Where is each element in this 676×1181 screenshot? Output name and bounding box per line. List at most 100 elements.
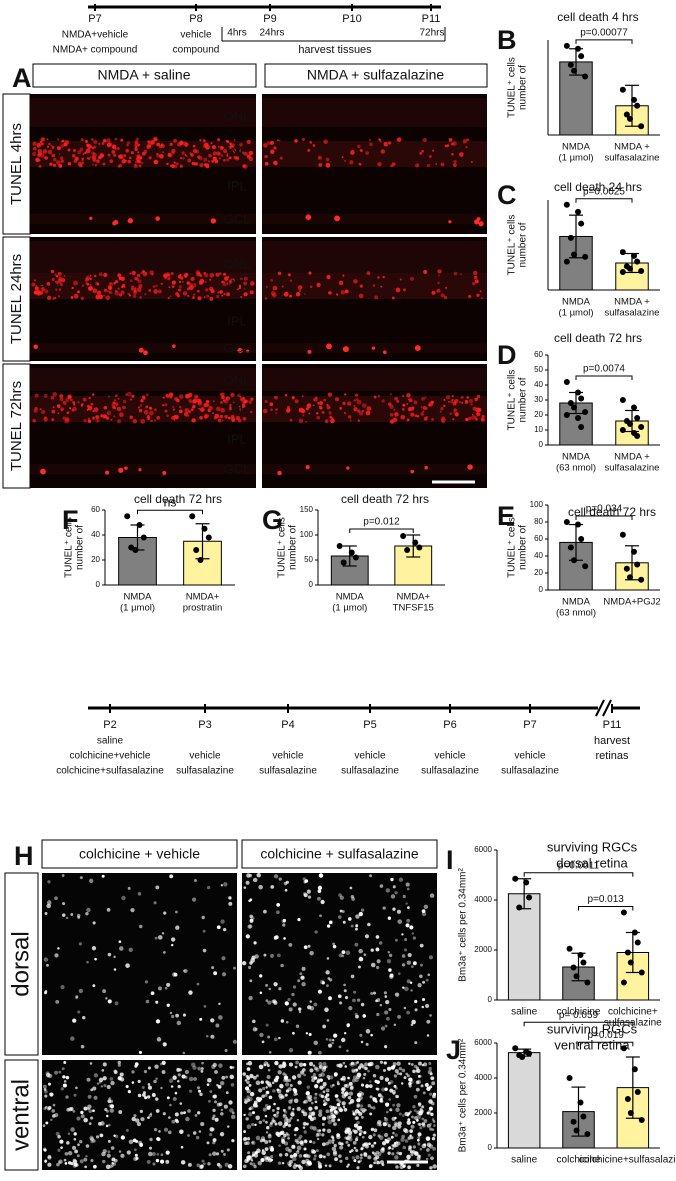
tunel-cell bbox=[342, 401, 346, 405]
tunel-cell bbox=[228, 403, 232, 407]
tunel-cell bbox=[151, 141, 154, 145]
rgc-cell bbox=[230, 1083, 235, 1087]
rgc-cell bbox=[150, 991, 155, 996]
tunel-cell bbox=[359, 284, 363, 288]
tunel-cell bbox=[458, 401, 461, 404]
data-point bbox=[634, 1089, 641, 1095]
tunel-cell bbox=[424, 465, 428, 470]
rgc-cell bbox=[401, 1068, 406, 1073]
rgc-cell bbox=[327, 1043, 333, 1048]
tunel-cell bbox=[168, 392, 174, 398]
rgc-cell bbox=[225, 1075, 229, 1079]
rgc-cell bbox=[349, 1086, 354, 1091]
rgc-cell bbox=[220, 1108, 224, 1112]
tunel-cell bbox=[382, 350, 387, 355]
rgc-cell bbox=[73, 1093, 77, 1097]
rgc-cell bbox=[92, 984, 96, 988]
tunel-cell bbox=[316, 282, 321, 288]
rgc-cell bbox=[392, 1062, 397, 1067]
rgc-cell bbox=[416, 1119, 419, 1122]
tunel-cell bbox=[174, 397, 179, 401]
y-axis-label: TUNEL⁺ cells bbox=[507, 215, 518, 276]
rgc-cell bbox=[302, 892, 307, 896]
rgc-cell bbox=[421, 1105, 425, 1109]
rgc-cell bbox=[83, 1157, 88, 1162]
rgc-cell bbox=[45, 1105, 48, 1109]
tunel-cell bbox=[226, 292, 230, 297]
x-tick-label: (1 µmol) bbox=[558, 308, 593, 319]
tunel-cell bbox=[148, 140, 152, 144]
rgc-cell bbox=[375, 947, 380, 952]
tunel-cell bbox=[103, 405, 108, 410]
tunel-cell bbox=[233, 139, 236, 141]
rgc-cell bbox=[333, 1108, 336, 1111]
rgc-cell bbox=[405, 1072, 409, 1076]
rgc-cell bbox=[69, 1107, 74, 1111]
tunel-cell bbox=[187, 295, 190, 298]
rgc-cell bbox=[265, 1023, 269, 1027]
rgc-cell bbox=[395, 1107, 400, 1113]
rgc-cell bbox=[258, 1088, 263, 1093]
rgc-cell bbox=[249, 961, 253, 965]
rgc-cell bbox=[253, 941, 257, 945]
rgc-cell bbox=[197, 1066, 202, 1071]
rgc-cell bbox=[317, 1160, 320, 1164]
rgc-cell bbox=[315, 1067, 320, 1072]
rgc-cell bbox=[63, 1060, 67, 1064]
rgc-cell bbox=[295, 1024, 300, 1028]
tunel-cell bbox=[182, 141, 188, 147]
tunel-cell bbox=[176, 142, 182, 147]
chart-title: cell death 72 hrs bbox=[134, 492, 222, 506]
rgc-cell bbox=[261, 1094, 265, 1099]
rgc-cell bbox=[253, 1165, 257, 1169]
day-label: P11 bbox=[422, 13, 441, 25]
tunel-cell bbox=[415, 163, 420, 168]
rgc-cell bbox=[215, 1023, 220, 1028]
tunel-cell bbox=[109, 159, 114, 164]
rgc-cell bbox=[135, 1156, 139, 1161]
tunel-cell bbox=[202, 144, 207, 149]
rgc-cell bbox=[200, 1122, 205, 1127]
rgc-cell bbox=[429, 1014, 432, 1017]
rgc-cell bbox=[196, 1163, 200, 1168]
rgc-cell bbox=[160, 1159, 165, 1164]
tunel-cell bbox=[85, 275, 91, 281]
rgc-cell bbox=[98, 1080, 102, 1084]
rgc-cell bbox=[353, 1061, 358, 1066]
rgc-cell bbox=[410, 1063, 414, 1066]
rgc-cell bbox=[418, 1074, 422, 1078]
rgc-cell bbox=[43, 1088, 47, 1091]
rgc-cell bbox=[338, 953, 343, 958]
tunel-cell bbox=[272, 285, 278, 291]
rgc-cell bbox=[397, 1015, 401, 1019]
rgc-cell bbox=[301, 966, 306, 971]
y-tick-label: 80 bbox=[534, 517, 543, 526]
rgc-cell bbox=[298, 1010, 302, 1014]
rgc-cell bbox=[381, 1087, 386, 1092]
tunel-cell bbox=[32, 146, 37, 151]
rgc-cell bbox=[387, 1124, 391, 1128]
rgc-cell bbox=[322, 1090, 326, 1094]
rgc-cell bbox=[199, 1165, 204, 1170]
rgc-cell bbox=[172, 1096, 177, 1102]
rgc-cell bbox=[351, 1068, 356, 1073]
rgc-cell bbox=[342, 920, 346, 924]
tunel-cell bbox=[462, 139, 467, 144]
data-point bbox=[619, 427, 626, 433]
tunel-cell bbox=[243, 293, 245, 296]
tunel-cell bbox=[146, 415, 150, 419]
rgc-cell bbox=[160, 1086, 163, 1090]
rgc-cell bbox=[426, 1111, 430, 1115]
y-tick-label: 30 bbox=[534, 395, 543, 404]
rgc-cell bbox=[319, 1078, 323, 1082]
rgc-cell bbox=[76, 1116, 81, 1121]
data-point bbox=[567, 61, 574, 68]
rgc-cell bbox=[402, 1163, 407, 1167]
harvest-label: harvest tissues bbox=[298, 44, 372, 56]
tunel-cell bbox=[192, 296, 195, 299]
tunel-cell bbox=[157, 289, 162, 294]
tunel-cell bbox=[40, 142, 44, 146]
data-point bbox=[624, 949, 631, 956]
tunel-cell bbox=[423, 269, 428, 274]
rgc-cell bbox=[47, 880, 51, 884]
